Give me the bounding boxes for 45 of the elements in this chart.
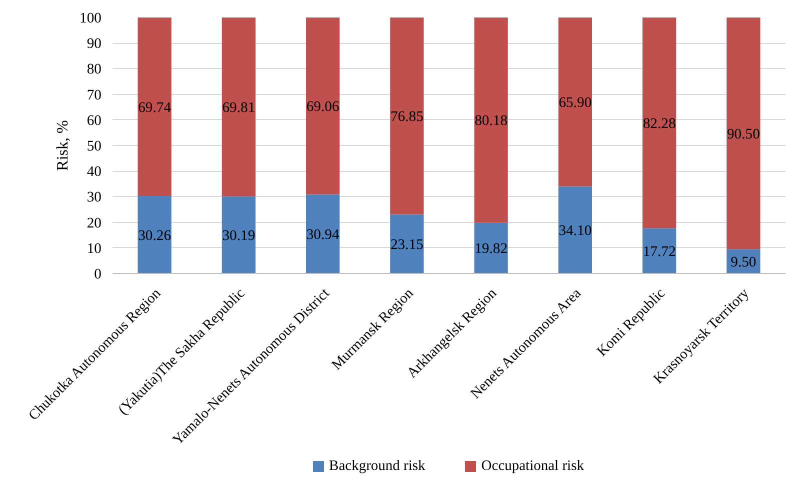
data-label: 34.10 xyxy=(558,222,592,239)
data-label: 76.85 xyxy=(390,108,424,125)
y-tick-label: 80 xyxy=(86,62,102,78)
bar xyxy=(222,196,256,274)
bar xyxy=(558,18,592,186)
y-tick-label: 60 xyxy=(86,112,102,129)
y-tick-label: 40 xyxy=(86,164,102,180)
data-label: 65.90 xyxy=(558,94,592,111)
bar xyxy=(390,18,424,214)
bar xyxy=(642,18,676,228)
data-label: 23.15 xyxy=(390,236,424,253)
data-label: 17.72 xyxy=(642,244,676,260)
bar xyxy=(222,18,256,196)
y-tick-label: 20 xyxy=(86,215,102,232)
bar xyxy=(306,18,340,194)
bar xyxy=(474,222,508,274)
legend-label: Background risk xyxy=(329,457,426,476)
legend-label: Occupational risk xyxy=(481,457,584,476)
bar xyxy=(474,18,508,223)
bar xyxy=(558,186,592,274)
data-label: 69.06 xyxy=(306,98,340,115)
data-label: 80.18 xyxy=(474,113,508,130)
bar xyxy=(138,18,172,196)
y-tick-label: 30 xyxy=(86,190,102,206)
bar xyxy=(138,196,172,274)
data-label: 90.50 xyxy=(726,126,760,142)
data-label: 69.74 xyxy=(138,100,172,116)
data-label: 69.81 xyxy=(222,100,256,116)
y-tick-label: 50 xyxy=(86,138,102,154)
y-tick-label: 0 xyxy=(94,266,102,282)
bar xyxy=(390,214,424,274)
bar xyxy=(642,228,676,274)
data-label: 9.50 xyxy=(730,254,756,270)
y-tick-label: 70 xyxy=(86,87,102,104)
data-label: 30.94 xyxy=(306,226,340,243)
bar xyxy=(726,18,760,250)
y-tick-label: 90 xyxy=(86,36,102,52)
data-label: 30.19 xyxy=(222,228,256,244)
y-axis-title: Risk, % xyxy=(54,120,72,171)
data-label: 82.28 xyxy=(642,116,676,132)
data-label: 19.82 xyxy=(474,241,508,258)
bar xyxy=(306,194,340,274)
y-tick-label: 100 xyxy=(80,10,102,26)
y-tick-label: 10 xyxy=(86,240,102,257)
data-label: 30.26 xyxy=(138,228,172,244)
